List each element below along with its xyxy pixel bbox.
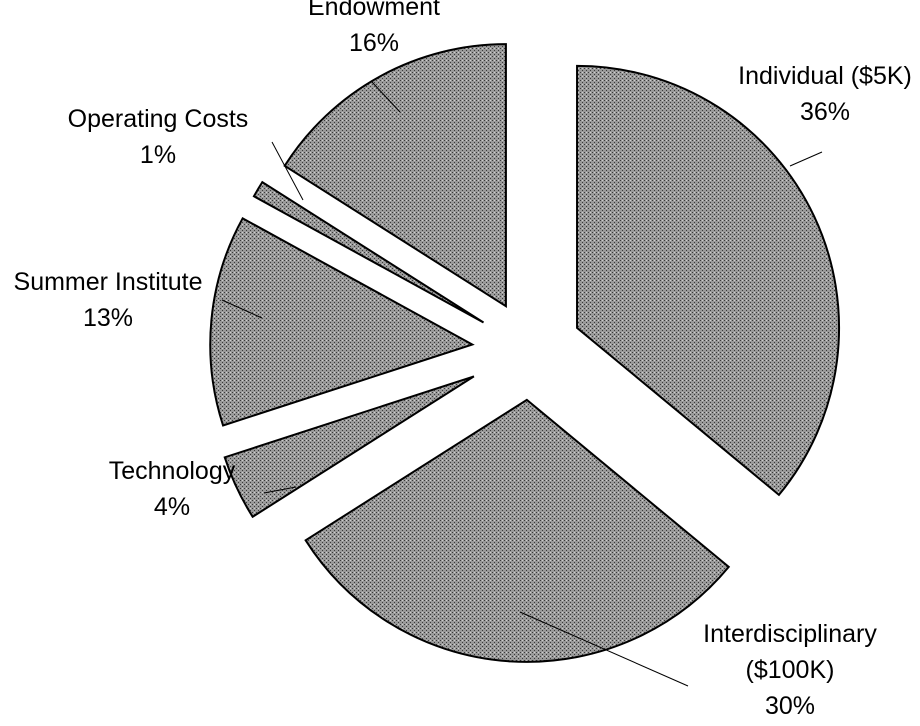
pie-slice-interdisciplinary-100k <box>304 398 731 663</box>
slice-percent-label: 16% <box>349 29 399 57</box>
slice-percent-label: 36% <box>800 98 850 126</box>
slice-percent-label: 30% <box>765 692 815 720</box>
slice-name-label: Endowment <box>308 0 440 21</box>
slice-percent-label: 4% <box>154 493 190 521</box>
slice-label: Endowment 16% <box>308 0 440 57</box>
slice-name-label: Interdisciplinary <box>703 620 877 648</box>
slice-label: Individual ($5K) 36% <box>738 62 912 126</box>
slice-label: Interdisciplinary ($100K) 30% <box>703 620 877 720</box>
pie-slice-technology <box>223 375 475 519</box>
slice-percent-label: 1% <box>140 141 176 169</box>
leader-line <box>221 299 263 319</box>
slice-label: Summer Institute 13% <box>14 268 203 332</box>
pie-slice-summer-institute <box>209 216 475 427</box>
slice-name-label: ($100K) <box>746 656 835 684</box>
pie-slice-endowment <box>283 43 507 309</box>
slice-label: Operating Costs 1% <box>68 105 249 169</box>
leader-line <box>371 81 401 113</box>
leader-line <box>519 611 689 687</box>
slice-percent-label: 13% <box>83 304 133 332</box>
leader-line <box>271 141 304 201</box>
slice-label: Technology 4% <box>109 457 236 521</box>
pie-slice-individual-5k <box>576 64 840 497</box>
slice-name-label: Individual ($5K) <box>738 62 912 90</box>
slice-name-label: Operating Costs <box>68 105 249 133</box>
slice-name-label: Summer Institute <box>14 268 203 296</box>
leader-line <box>263 486 297 494</box>
slice-name-label: Technology <box>109 457 236 485</box>
leader-line <box>789 151 823 167</box>
pie-slice-operating-costs <box>252 180 485 324</box>
